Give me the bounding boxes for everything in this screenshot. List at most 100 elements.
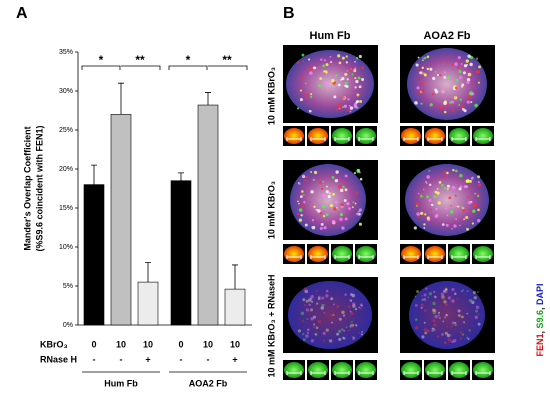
row-label: 10 mM KBrO₃: [266, 67, 276, 125]
speckle: [361, 333, 364, 336]
speckle: [302, 174, 305, 178]
speckle: [454, 86, 458, 90]
speckle: [305, 299, 309, 303]
speckle: [358, 222, 362, 226]
speckle: [341, 76, 345, 81]
speckle: [424, 180, 428, 184]
speckle: [451, 63, 454, 66]
speckle: [338, 185, 342, 189]
speckle: [340, 203, 344, 207]
speckle: [466, 77, 471, 82]
speckle: [476, 70, 480, 74]
speckle: [355, 191, 359, 194]
speckle: [310, 93, 313, 96]
speckle: [323, 70, 326, 73]
scale-bar: [475, 255, 491, 259]
speckle: [443, 289, 447, 293]
speckle: [345, 326, 348, 329]
speckle: [339, 79, 342, 81]
speckle: [462, 108, 465, 111]
speckle: [420, 303, 424, 307]
speckle: [441, 89, 445, 93]
speckle: [351, 293, 356, 298]
speckle: [340, 328, 344, 331]
speckle: [424, 331, 428, 335]
speckle: [300, 311, 305, 316]
speckle: [319, 226, 323, 230]
significance: *: [99, 53, 104, 67]
speckle: [346, 108, 350, 112]
speckle: [420, 306, 423, 309]
speckle: [448, 196, 452, 200]
speckle: [358, 171, 361, 174]
speckle: [427, 296, 430, 299]
speckle: [469, 62, 473, 67]
speckle: [310, 308, 314, 312]
y-tick-label: 35%: [59, 49, 73, 56]
speckle: [440, 183, 444, 187]
speckle: [355, 79, 359, 84]
speckle: [309, 71, 313, 75]
speckle: [468, 329, 471, 332]
speckle: [416, 86, 420, 90]
speckle: [477, 219, 481, 223]
speckle: [434, 70, 437, 73]
speckle: [322, 64, 326, 68]
speckle: [451, 100, 454, 104]
rnase-label: +: [145, 354, 150, 364]
microscopy-images: [283, 45, 495, 353]
speckle: [356, 212, 360, 216]
speckle: [433, 195, 437, 199]
speckle: [304, 223, 308, 227]
speckle: [322, 214, 326, 218]
speckle: [462, 289, 465, 291]
speckle: [461, 333, 465, 336]
speckle: [468, 298, 473, 303]
speckle: [322, 180, 325, 183]
speckle: [446, 184, 450, 188]
speckle: [342, 185, 345, 189]
speckle: [297, 200, 299, 203]
speckle: [415, 63, 419, 67]
speckle: [325, 63, 329, 67]
speckle: [414, 326, 419, 330]
speckle: [444, 303, 448, 307]
speckle: [348, 329, 351, 331]
speckle: [453, 292, 457, 296]
speckle: [310, 95, 313, 99]
speckle: [414, 101, 418, 105]
speckle: [352, 302, 356, 306]
speckle: [300, 214, 303, 217]
legend-dapi: DAPI: [535, 283, 545, 305]
speckle: [423, 73, 427, 77]
speckle: [312, 315, 317, 319]
speckle: [477, 312, 480, 315]
speckle: [308, 58, 311, 61]
y-tick-label: 30%: [59, 88, 73, 95]
speckle: [429, 183, 432, 187]
speckle: [335, 170, 339, 174]
speckle: [310, 294, 314, 299]
speckle: [333, 207, 337, 211]
speckle: [343, 104, 348, 108]
row-label: KBrO₃: [40, 339, 68, 349]
speckle: [437, 201, 441, 205]
panel-label: A: [16, 5, 28, 22]
speckle: [426, 195, 429, 199]
speckle: [425, 287, 428, 290]
speckle: [462, 208, 466, 212]
x-tick-label: 10: [143, 339, 153, 349]
speckle: [331, 321, 334, 324]
speckle: [466, 80, 470, 84]
speckle: [451, 321, 455, 325]
speckle: [300, 204, 305, 209]
speckle: [298, 208, 303, 212]
speckle: [296, 107, 300, 110]
speckle: [443, 101, 447, 106]
speckle: [349, 323, 353, 327]
speckle: [442, 320, 445, 323]
speckle: [303, 287, 307, 291]
speckle: [343, 329, 346, 332]
speckle: [342, 336, 346, 340]
scale-bar: [286, 137, 302, 141]
